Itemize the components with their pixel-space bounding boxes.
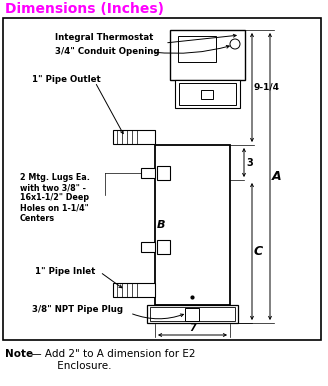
- Bar: [178, 36, 216, 62]
- Text: 2 Mtg. Lugs Ea.
with two 3/8" -
16x1-1/2" Deep
Holes on 1-1/4"
Centers: 2 Mtg. Lugs Ea. with two 3/8" - 16x1-1/2…: [20, 173, 90, 223]
- Text: 7: 7: [189, 323, 196, 333]
- Text: Note: Note: [5, 349, 33, 359]
- Text: 3: 3: [246, 157, 253, 168]
- Bar: [185, 308, 199, 321]
- Text: Integral Thermostat: Integral Thermostat: [55, 34, 154, 42]
- Bar: [201, 90, 213, 99]
- Bar: [113, 130, 155, 144]
- Text: B: B: [157, 220, 166, 230]
- Bar: [147, 305, 238, 323]
- Bar: [175, 80, 240, 108]
- Text: 9-1/4: 9-1/4: [254, 83, 280, 92]
- Bar: [157, 240, 170, 254]
- Text: 1" Pipe Outlet: 1" Pipe Outlet: [32, 76, 101, 85]
- Bar: [3, 18, 321, 340]
- Text: 3/8" NPT Pipe Plug: 3/8" NPT Pipe Plug: [32, 305, 123, 315]
- Bar: [113, 283, 155, 297]
- Text: 1" Pipe Inlet: 1" Pipe Inlet: [35, 267, 95, 276]
- Bar: [179, 83, 236, 105]
- Bar: [150, 307, 235, 321]
- Circle shape: [230, 39, 240, 49]
- Bar: [141, 242, 155, 252]
- Text: — Add 2" to A dimension for E2
         Enclosure.: — Add 2" to A dimension for E2 Enclosure…: [28, 349, 195, 371]
- Bar: [141, 168, 155, 178]
- Bar: [157, 166, 170, 180]
- Text: 3/4" Conduit Opening: 3/4" Conduit Opening: [55, 47, 159, 56]
- Text: C: C: [254, 245, 263, 258]
- Text: Dimensions (Inches): Dimensions (Inches): [5, 2, 164, 16]
- Text: A: A: [272, 170, 282, 183]
- Bar: [155, 145, 230, 305]
- Bar: [170, 30, 245, 80]
